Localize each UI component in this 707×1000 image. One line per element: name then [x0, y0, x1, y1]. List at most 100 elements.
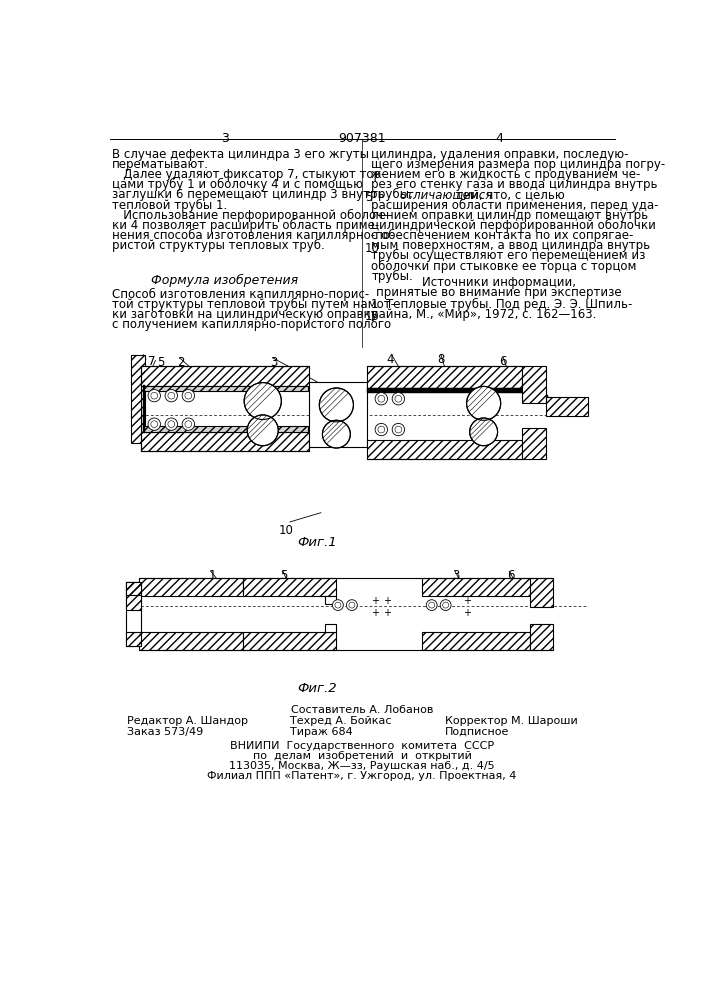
Text: ВНИИПИ  Государственного  комитета  СССР: ВНИИПИ Государственного комитета СССР — [230, 741, 494, 751]
Bar — [126, 582, 141, 610]
Text: Фиг.2: Фиг.2 — [297, 682, 337, 695]
Bar — [126, 582, 141, 595]
Text: отличающийся: отличающийся — [399, 188, 493, 201]
Text: Филиал ППП «Патент», г. Ужгород, ул. Проектная, 4: Филиал ППП «Патент», г. Ужгород, ул. Про… — [207, 771, 517, 781]
Bar — [126, 582, 141, 610]
Text: Составитель А. Лобанов: Составитель А. Лобанов — [291, 705, 433, 715]
Bar — [126, 582, 141, 646]
Bar — [243, 578, 337, 596]
Circle shape — [320, 388, 354, 422]
Bar — [325, 596, 337, 604]
Text: щего измерения размера пор цилиндра погру-: щего измерения размера пор цилиндра погр… — [371, 158, 665, 171]
Bar — [139, 632, 243, 650]
Text: 4: 4 — [387, 353, 395, 366]
Text: по  делам  изобретений  и  открытий: по делам изобретений и открытий — [252, 751, 472, 761]
Circle shape — [182, 389, 194, 402]
Bar — [131, 355, 145, 443]
Text: +: + — [382, 596, 391, 606]
Text: +: + — [382, 608, 391, 618]
Bar — [143, 386, 308, 391]
Bar — [368, 388, 522, 393]
Circle shape — [375, 393, 387, 405]
Bar — [368, 366, 522, 388]
Bar — [243, 632, 337, 650]
Circle shape — [332, 600, 344, 610]
Bar — [368, 440, 522, 459]
Text: Фиг.1: Фиг.1 — [297, 536, 337, 549]
Text: ки 4 позволяет расширить область приме-: ки 4 позволяет расширить область приме- — [112, 219, 379, 232]
Bar — [143, 386, 308, 391]
Text: +: + — [462, 608, 471, 618]
Text: перематывают.: перематывают. — [112, 158, 209, 171]
Text: жением его в жидкость с продуванием че-: жением его в жидкость с продуванием че- — [371, 168, 641, 181]
Text: Корректор М. Шароши: Корректор М. Шароши — [445, 716, 578, 726]
Bar — [126, 632, 141, 646]
Text: заглушки 6 перемещают цилиндр 3 внутрь: заглушки 6 перемещают цилиндр 3 внутрь — [112, 188, 384, 201]
Bar — [421, 578, 530, 596]
Text: 907381: 907381 — [338, 132, 386, 145]
Text: +: + — [371, 608, 379, 618]
Text: 5: 5 — [281, 569, 288, 582]
Bar — [141, 366, 309, 386]
Bar — [139, 632, 243, 650]
Text: 3: 3 — [271, 356, 278, 369]
Text: цилиндрической перфорированной оболочки: цилиндрической перфорированной оболочки — [371, 219, 656, 232]
Bar — [530, 624, 554, 650]
Circle shape — [392, 423, 404, 436]
Text: 5: 5 — [365, 191, 373, 204]
Text: ристой структуры тепловых труб.: ристой структуры тепловых труб. — [112, 239, 325, 252]
Text: 7: 7 — [148, 355, 156, 368]
Bar — [141, 432, 309, 451]
Text: 9: 9 — [542, 393, 549, 406]
Text: 3: 3 — [221, 132, 228, 145]
Circle shape — [346, 600, 357, 610]
Text: 5: 5 — [158, 356, 165, 369]
Text: Далее удаляют фиксатор 7, стыкуют тор-: Далее удаляют фиксатор 7, стыкуют тор- — [112, 168, 385, 181]
Bar — [143, 426, 308, 432]
Circle shape — [148, 418, 160, 430]
Bar — [126, 632, 141, 646]
Text: с получением капиллярно-пористого полого: с получением капиллярно-пористого полого — [112, 318, 391, 331]
Text: +: + — [371, 596, 379, 606]
Text: трубы,: трубы, — [371, 188, 416, 201]
Text: Тираж 684: Тираж 684 — [290, 727, 353, 737]
Text: трубы осуществляют его перемещением из: трубы осуществляют его перемещением из — [371, 249, 645, 262]
Text: трубы.: трубы. — [371, 270, 413, 283]
Text: с обеспечением контакта по их сопрягае-: с обеспечением контакта по их сопрягае- — [371, 229, 633, 242]
Text: оболочки при стыковке ее торца с торцом: оболочки при стыковке ее торца с торцом — [371, 260, 637, 273]
Text: 2: 2 — [177, 356, 185, 369]
Bar — [522, 428, 546, 459]
Text: рез его стенку газа и ввода цилиндра внутрь: рез его стенку газа и ввода цилиндра вну… — [371, 178, 658, 191]
Text: нения способа изготовления капиллярно-по-: нения способа изготовления капиллярно-по… — [112, 229, 394, 242]
Bar — [139, 578, 243, 596]
Circle shape — [244, 383, 281, 420]
Bar — [139, 578, 243, 596]
Text: 6: 6 — [499, 355, 507, 368]
Bar — [522, 428, 546, 459]
Circle shape — [467, 386, 501, 420]
Text: Подписное: Подписное — [445, 727, 509, 737]
Text: Формула изобретения: Формула изобретения — [151, 274, 298, 287]
Text: 15: 15 — [365, 310, 380, 323]
Bar — [141, 366, 309, 386]
Text: 4: 4 — [495, 132, 503, 145]
Circle shape — [165, 418, 177, 430]
Bar — [131, 355, 145, 443]
Text: Способ изготовления капиллярно-порис-: Способ изготовления капиллярно-порис- — [112, 288, 369, 301]
Circle shape — [148, 389, 160, 402]
Text: В случае дефекта цилиндра 3 его жгуты: В случае дефекта цилиндра 3 его жгуты — [112, 148, 368, 161]
Bar — [522, 366, 546, 403]
Text: 6: 6 — [507, 569, 515, 582]
Bar — [421, 632, 530, 650]
Circle shape — [469, 418, 498, 446]
Text: Источники информации,: Источники информации, — [422, 276, 576, 289]
Text: цилиндра, удаления оправки, последую-: цилиндра, удаления оправки, последую- — [371, 148, 629, 161]
Circle shape — [426, 600, 437, 610]
Text: райна, М., «Мир», 1972, с. 162—163.: райна, М., «Мир», 1972, с. 162—163. — [371, 308, 597, 321]
Text: Заказ 573/49: Заказ 573/49 — [127, 727, 204, 737]
Text: 113035, Москва, Ж—зз, Раушская наб., д. 4/5: 113035, Москва, Ж—зз, Раушская наб., д. … — [229, 761, 495, 771]
Bar — [530, 624, 554, 650]
Circle shape — [322, 420, 351, 448]
Text: принятые во внимание при экспертизе: принятые во внимание при экспертизе — [376, 286, 622, 299]
Bar — [546, 397, 588, 416]
